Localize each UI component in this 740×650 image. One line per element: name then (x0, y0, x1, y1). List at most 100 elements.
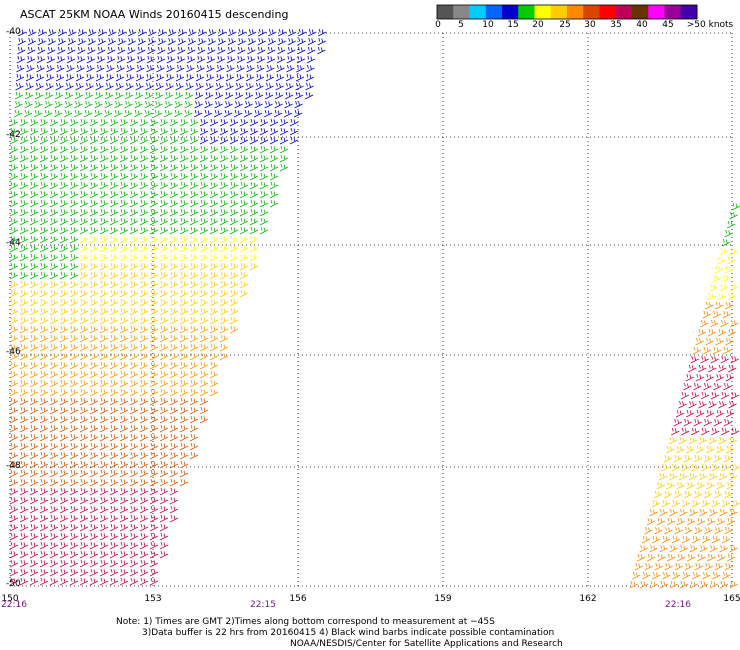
wind-barb (717, 256, 726, 265)
wind-barb (59, 370, 69, 379)
wind-barb (169, 334, 179, 343)
wind-barb (687, 553, 696, 562)
wind-barb (66, 55, 76, 64)
wind-barb (137, 37, 146, 46)
wind-barb (249, 226, 259, 235)
wind-barb (129, 532, 139, 541)
wind-barb (115, 82, 124, 91)
wind-barb (209, 370, 219, 379)
wind-barb (149, 487, 159, 496)
wind-barb (39, 226, 49, 235)
wind-barb (29, 352, 39, 361)
wind-barb (24, 100, 33, 109)
wind-barb (156, 55, 166, 64)
wind-barb (19, 172, 29, 181)
wind-barb (169, 442, 179, 451)
wind-barb (189, 208, 199, 217)
colorbar-label: 40 (636, 20, 648, 30)
wind-barb (639, 544, 648, 553)
time-label: 22:15 (250, 600, 276, 610)
wind-barb (89, 118, 99, 127)
wind-barb (229, 316, 239, 325)
wind-barb (239, 226, 249, 235)
wind-barb (185, 73, 195, 82)
wind-barb (219, 343, 229, 352)
wind-barb (681, 463, 690, 472)
wind-barb (129, 469, 139, 478)
wind-barb (717, 292, 726, 301)
wind-barb (189, 370, 199, 379)
wind-barb (179, 199, 189, 208)
wind-barb (76, 55, 86, 64)
wind-barb (189, 289, 199, 298)
wind-barb (29, 496, 39, 505)
wind-barb (179, 370, 189, 379)
wind-barb (686, 445, 695, 454)
wind-barb (276, 64, 285, 73)
wind-barb (115, 73, 125, 82)
wind-barb (189, 343, 199, 352)
wind-barb (683, 418, 692, 427)
wind-barb (119, 235, 129, 244)
wind-barb (129, 127, 139, 136)
wind-barb (298, 28, 307, 37)
wind-barb (119, 397, 129, 406)
wind-barb (279, 145, 289, 154)
wind-barb (69, 154, 79, 163)
wind-barb (209, 271, 219, 280)
wind-barb (674, 490, 683, 499)
wind-barb (169, 199, 179, 208)
wind-barb (86, 55, 96, 64)
wind-barb (129, 415, 139, 424)
wind-barb (19, 352, 29, 361)
wind-barb (59, 523, 69, 532)
wind-barb (269, 163, 279, 172)
wind-barb (129, 181, 139, 190)
wind-barb (158, 28, 167, 37)
wind-barb (673, 454, 683, 463)
wind-barb (139, 559, 149, 568)
lat-label: -48 (6, 461, 21, 471)
wind-barb (109, 199, 119, 208)
wind-barb (109, 451, 119, 460)
wind-barb (139, 208, 149, 217)
wind-barb (69, 208, 79, 217)
wind-barb (99, 496, 109, 505)
note-line-1: Note: 1) Times are GMT 2)Times along bot… (116, 617, 495, 627)
wind-barb (9, 541, 19, 550)
wind-barb (239, 154, 249, 163)
wind-barb (89, 568, 99, 577)
wind-barb (59, 577, 69, 586)
wind-barb (89, 271, 99, 280)
wind-barb (731, 499, 740, 508)
wind-barb (634, 562, 643, 571)
wind-barb (63, 109, 73, 118)
wind-barb (79, 550, 89, 559)
wind-barb (179, 424, 189, 433)
wind-barb (691, 535, 701, 544)
wind-barb (696, 517, 706, 526)
wind-barb (149, 424, 159, 433)
wind-barb (19, 541, 29, 550)
colorbar-swatch (453, 5, 470, 19)
wind-barb (79, 316, 89, 325)
wind-barb (129, 568, 139, 577)
wind-barb (199, 280, 209, 289)
wind-barb (39, 271, 49, 280)
wind-barb (149, 226, 159, 235)
wind-barb (691, 499, 700, 508)
wind-barb (199, 352, 209, 361)
wind-barb (175, 82, 184, 91)
wind-barb (159, 541, 169, 550)
wind-barb (219, 217, 229, 226)
wind-barb (239, 208, 249, 217)
wind-barb (114, 91, 124, 100)
wind-barb (686, 481, 695, 490)
wind-barb (69, 541, 79, 550)
wind-barb (149, 469, 159, 478)
wind-barb (184, 91, 194, 100)
wind-barb (209, 190, 219, 199)
wind-barb (79, 451, 89, 460)
wind-barb (149, 136, 159, 145)
wind-barb (18, 28, 27, 37)
